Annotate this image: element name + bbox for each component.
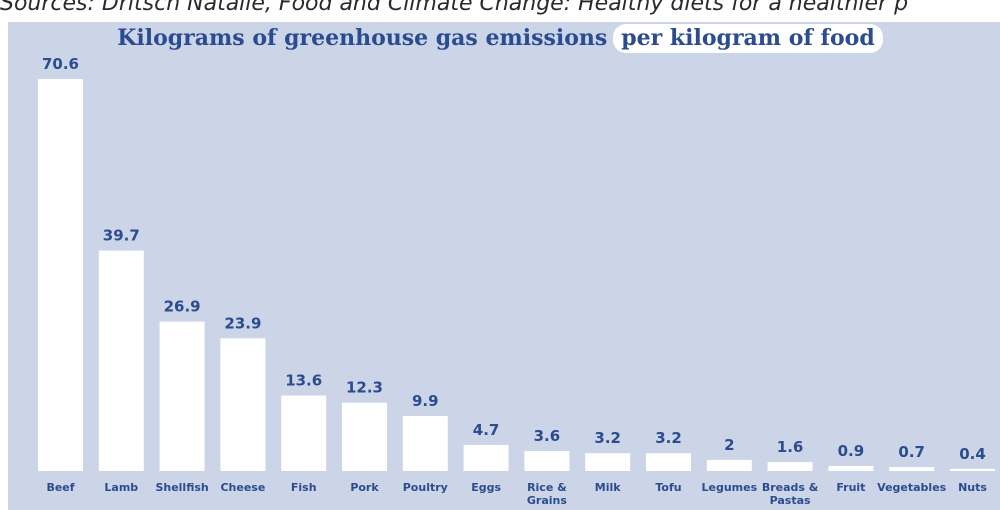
bar-beef — [38, 79, 83, 471]
source-caption-strip: Sources: Dritsch Natalie, Food and Clima… — [0, 0, 1000, 22]
value-label-vegetables: 0.7 — [898, 443, 925, 461]
bar-rice-and-grains — [524, 451, 570, 471]
bar-nuts — [950, 468, 995, 471]
value-label-milk: 3.2 — [594, 429, 621, 447]
category-label-tofu: Tofu — [655, 481, 681, 494]
value-label-fruit: 0.9 — [838, 442, 865, 460]
bar-cheese — [220, 338, 266, 471]
category-label-poultry: Poultry — [403, 481, 448, 494]
category-label-shellfish: Shellfish — [155, 481, 208, 494]
bar-lamb — [98, 250, 144, 471]
category-label-vegetables: Vegetables — [877, 481, 946, 494]
category-label-legumes: Legumes — [701, 481, 757, 494]
category-label-lamb: Lamb — [104, 481, 138, 494]
category-label-breads-and-pastas: Breads & Pastas — [762, 481, 819, 507]
category-label-eggs: Eggs — [471, 481, 501, 494]
value-label-nuts: 0.4 — [959, 445, 986, 463]
bar-shellfish — [159, 321, 205, 471]
value-label-eggs: 4.7 — [473, 421, 500, 439]
value-label-pork: 12.3 — [346, 379, 383, 397]
value-label-tofu: 3.2 — [655, 429, 682, 447]
value-label-lamb: 39.7 — [103, 227, 140, 245]
category-label-fruit: Fruit — [836, 481, 865, 494]
value-label-beef: 70.6 — [42, 55, 79, 73]
value-label-breads-and-pastas: 1.6 — [777, 438, 804, 456]
category-label-pork: Pork — [350, 481, 379, 494]
category-label-nuts: Nuts — [958, 481, 987, 494]
bar-fish — [281, 395, 327, 471]
source-caption: Sources: Dritsch Natalie, Food and Clima… — [0, 0, 909, 16]
category-label-rice-and-grains: Rice & Grains — [527, 481, 567, 507]
bar-milk — [585, 453, 631, 471]
bar-breads-and-pastas — [767, 462, 813, 471]
chart-title-main: Kilograms of greenhouse gas emissions — [117, 25, 608, 51]
category-label-fish: Fish — [291, 481, 317, 494]
category-label-milk: Milk — [595, 481, 621, 494]
value-label-legumes: 2 — [724, 436, 734, 454]
chart-title-highlight: per kilogram of food — [613, 24, 883, 53]
value-label-cheese: 23.9 — [224, 314, 261, 332]
bar-fruit — [828, 466, 874, 471]
bar-tofu — [646, 453, 691, 471]
bar-eggs — [463, 444, 509, 471]
bar-vegetables — [889, 467, 935, 471]
value-label-rice-and-grains: 3.6 — [534, 427, 561, 445]
category-label-beef: Beef — [46, 481, 74, 494]
category-label-cheese: Cheese — [220, 481, 265, 494]
value-label-shellfish: 26.9 — [164, 298, 201, 316]
bar-poultry — [402, 416, 448, 471]
value-label-fish: 13.6 — [285, 372, 322, 390]
chart-title: Kilograms of greenhouse gas emissions per… — [0, 24, 1000, 53]
bar-legumes — [706, 459, 752, 471]
bar-pork — [342, 402, 387, 471]
value-label-poultry: 9.9 — [412, 392, 439, 410]
